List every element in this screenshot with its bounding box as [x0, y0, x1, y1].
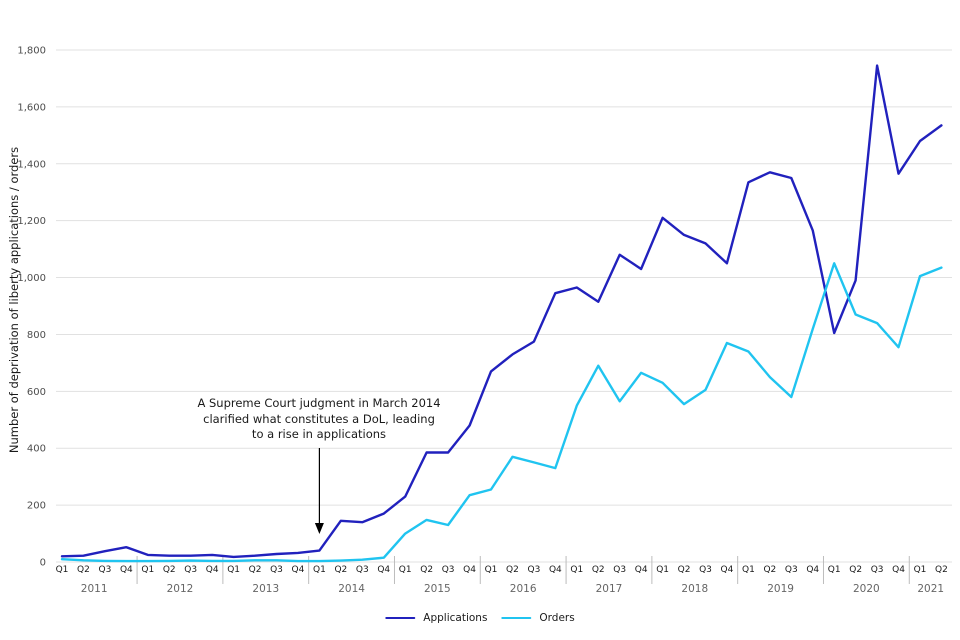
- x-tick-2011-Q1: Q1: [56, 565, 69, 575]
- orders-line-swatch: [501, 616, 532, 620]
- x-tick-2012-Q4: Q4: [206, 565, 219, 575]
- x-tick-2012-Q3: Q3: [184, 565, 197, 575]
- y-tick-label-400: 400: [27, 444, 46, 455]
- year-label-2017: 2017: [596, 583, 623, 595]
- year-label-2018: 2018: [681, 583, 708, 595]
- x-tick-2017-Q4: Q4: [635, 565, 648, 575]
- x-tick-2013-Q4: Q4: [292, 565, 305, 575]
- annotation-arrowhead: [314, 523, 324, 534]
- year-label-2020: 2020: [853, 583, 880, 595]
- annotation-line-3: to a rise in applications: [251, 427, 387, 441]
- x-tick-2012-Q2: Q2: [163, 565, 176, 575]
- year-label-2014: 2014: [338, 583, 365, 595]
- x-tick-2016-Q2: Q2: [506, 565, 519, 575]
- legend-item-applications: Applications: [385, 612, 487, 624]
- x-tick-2014-Q2: Q2: [334, 565, 347, 575]
- year-label-2021: 2021: [917, 583, 944, 595]
- y-tick-label-1,600: 1,600: [17, 102, 46, 113]
- x-tick-2015-Q3: Q3: [442, 565, 455, 575]
- x-tick-2019-Q1: Q1: [742, 565, 755, 575]
- x-tick-2011-Q4: Q4: [120, 565, 133, 575]
- y-tick-label-1,400: 1,400: [17, 159, 46, 170]
- y-tick-label-800: 800: [27, 330, 46, 341]
- x-tick-2011-Q3: Q3: [98, 565, 111, 575]
- y-tick-label-600: 600: [27, 387, 46, 398]
- annotation-text: A Supreme Court judgment in March 2014 c…: [197, 396, 440, 443]
- x-tick-2011-Q2: Q2: [77, 565, 90, 575]
- x-tick-2018-Q1: Q1: [656, 565, 669, 575]
- x-tick-2018-Q3: Q3: [699, 565, 712, 575]
- y-tick-label-1,800: 1,800: [17, 46, 46, 57]
- annotation-line-2: clarified what constitutes a DoL, leadin…: [203, 411, 435, 426]
- x-tick-2019-Q4: Q4: [806, 565, 819, 575]
- chart-legend: Applications Orders: [385, 612, 575, 624]
- x-tick-2015-Q2: Q2: [420, 565, 433, 575]
- x-tick-2020-Q3: Q3: [871, 565, 884, 575]
- x-tick-2016-Q1: Q1: [485, 565, 498, 575]
- x-tick-2021-Q2: Q2: [935, 565, 948, 575]
- x-tick-2017-Q3: Q3: [613, 565, 626, 575]
- x-tick-2021-Q1: Q1: [914, 565, 927, 575]
- applications-line-swatch: [385, 616, 416, 620]
- year-label-2015: 2015: [424, 583, 451, 595]
- x-tick-2016-Q3: Q3: [527, 565, 540, 575]
- y-tick-label-0: 0: [40, 558, 46, 569]
- x-tick-2013-Q1: Q1: [227, 565, 240, 575]
- x-tick-2019-Q2: Q2: [763, 565, 776, 575]
- x-tick-2013-Q2: Q2: [249, 565, 262, 575]
- x-tick-2017-Q2: Q2: [592, 565, 605, 575]
- legend-label-orders: Orders: [539, 612, 575, 624]
- year-label-2011: 2011: [81, 583, 108, 595]
- x-tick-2014-Q1: Q1: [313, 565, 326, 575]
- legend-item-orders: Orders: [501, 612, 575, 624]
- legend-label-applications: Applications: [423, 612, 488, 624]
- x-tick-2013-Q3: Q3: [270, 565, 283, 575]
- y-tick-label-200: 200: [27, 501, 46, 512]
- x-tick-2012-Q1: Q1: [141, 565, 154, 575]
- x-tick-2016-Q4: Q4: [549, 565, 562, 575]
- x-tick-2014-Q3: Q3: [356, 565, 369, 575]
- applications-line: [60, 64, 943, 559]
- x-tick-2020-Q1: Q1: [828, 565, 841, 575]
- y-tick-label-1,000: 1,000: [17, 273, 46, 284]
- x-tick-2015-Q4: Q4: [463, 565, 476, 575]
- x-tick-2020-Q2: Q2: [849, 565, 862, 575]
- year-label-2019: 2019: [767, 583, 794, 595]
- x-tick-2014-Q4: Q4: [377, 565, 390, 575]
- x-tick-2018-Q2: Q2: [678, 565, 691, 575]
- x-tick-2019-Q3: Q3: [785, 565, 798, 575]
- year-label-2013: 2013: [252, 583, 279, 595]
- x-tick-2020-Q4: Q4: [892, 565, 905, 575]
- x-tick-2017-Q1: Q1: [570, 565, 583, 575]
- year-label-2016: 2016: [510, 583, 537, 595]
- y-axis-title: Number of deprivation of liberty applica…: [7, 146, 21, 454]
- y-tick-label-1,200: 1,200: [17, 216, 46, 227]
- x-tick-2015-Q1: Q1: [399, 565, 412, 575]
- orders-line: [60, 262, 943, 563]
- year-label-2012: 2012: [167, 583, 194, 595]
- x-tick-2018-Q4: Q4: [721, 565, 734, 575]
- annotation-line-1: A Supreme Court judgment in March 2014: [197, 396, 441, 410]
